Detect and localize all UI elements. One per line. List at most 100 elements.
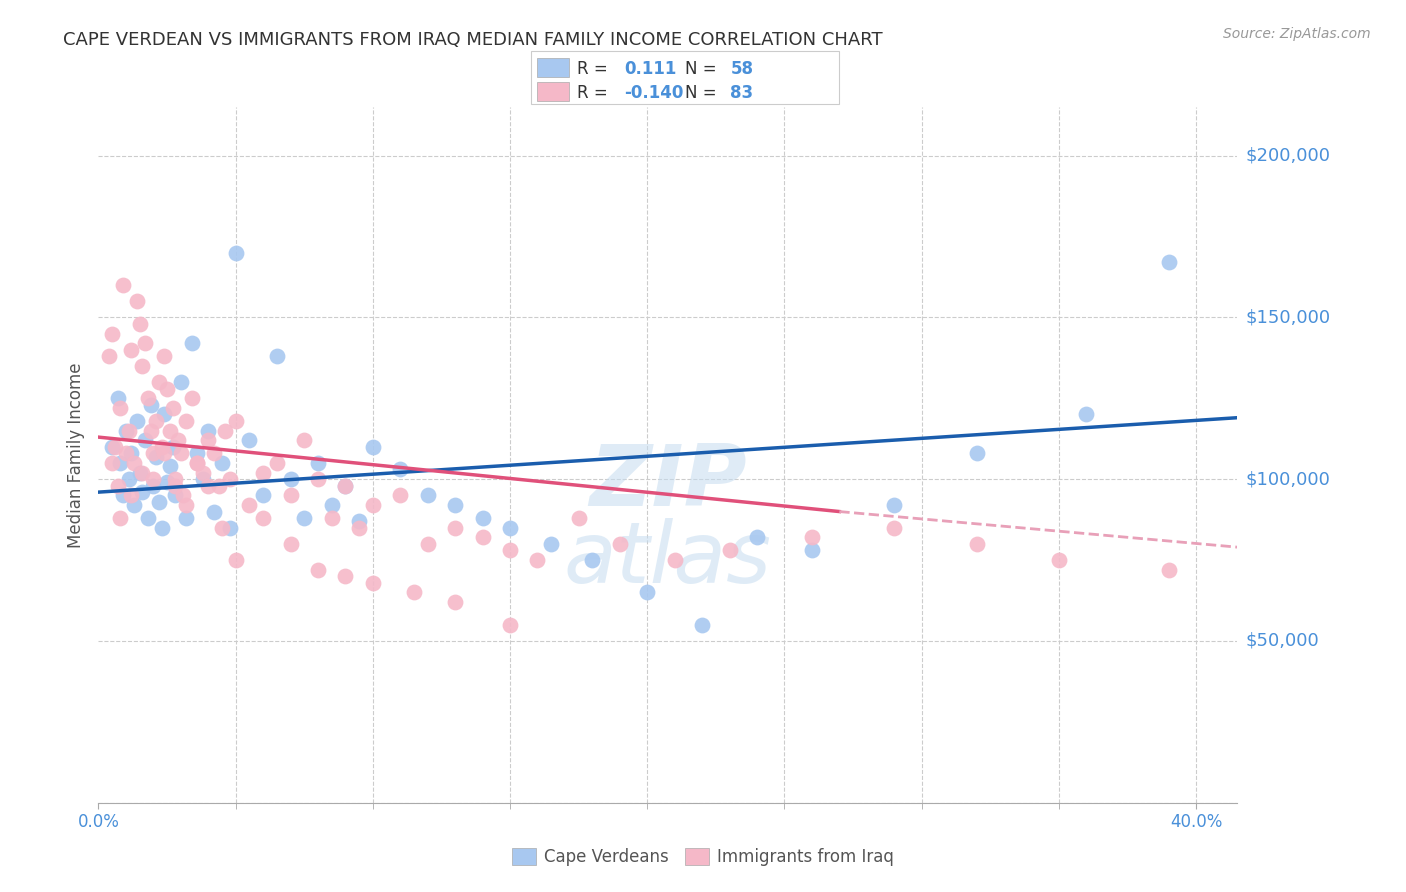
Text: $50,000: $50,000 [1246, 632, 1319, 650]
FancyBboxPatch shape [537, 82, 569, 102]
Point [156, 382, 179, 396]
Point [389, 488, 412, 502]
Point [134, 434, 156, 448]
Point [471, 531, 494, 545]
Text: 58: 58 [731, 60, 754, 78]
Point [238, 498, 260, 512]
Point [718, 543, 741, 558]
Point [120, 488, 142, 502]
Point [609, 537, 631, 551]
Point [252, 488, 274, 502]
Point [568, 511, 591, 525]
Point [321, 498, 343, 512]
Point [170, 446, 193, 460]
Point [142, 446, 165, 460]
Point [444, 595, 467, 609]
Point [225, 553, 247, 567]
Point [335, 569, 357, 583]
Point [120, 343, 142, 357]
Point [219, 521, 242, 535]
Point [321, 511, 343, 525]
Text: 83: 83 [731, 84, 754, 102]
Point [180, 336, 202, 351]
Point [125, 294, 148, 309]
Point [122, 498, 145, 512]
Point [883, 498, 905, 512]
Point [110, 511, 132, 525]
Point [174, 511, 197, 525]
Point [307, 472, 329, 486]
Point [110, 401, 132, 415]
Point [800, 531, 823, 545]
Point [197, 424, 219, 438]
Point [361, 440, 384, 454]
Point [266, 456, 288, 470]
Point [307, 456, 329, 470]
Point [145, 450, 167, 464]
Point [131, 359, 153, 373]
Point [361, 575, 384, 590]
Point [197, 434, 219, 448]
Point [112, 488, 135, 502]
Point [444, 498, 467, 512]
Point [150, 440, 173, 454]
Point [107, 392, 129, 406]
Point [156, 475, 179, 490]
Point [148, 495, 170, 509]
Y-axis label: Median Family Income: Median Family Income [66, 362, 84, 548]
Point [153, 349, 176, 363]
Point [136, 392, 159, 406]
Text: ZIP: ZIP [589, 442, 747, 524]
Point [159, 459, 181, 474]
Point [347, 514, 370, 528]
Point [115, 446, 138, 460]
Point [165, 478, 187, 492]
Point [1157, 563, 1180, 577]
Point [122, 456, 145, 470]
Point [136, 511, 159, 525]
Point [202, 446, 225, 460]
Point [307, 563, 329, 577]
Point [153, 408, 176, 422]
Point [416, 488, 439, 502]
Point [664, 553, 686, 567]
Point [402, 585, 425, 599]
Point [142, 472, 165, 486]
Legend: Cape Verdeans, Immigrants from Iraq: Cape Verdeans, Immigrants from Iraq [506, 841, 900, 873]
Point [174, 414, 197, 428]
Point [214, 424, 236, 438]
Point [581, 553, 603, 567]
Point [167, 434, 190, 448]
Point [745, 531, 768, 545]
Point [112, 278, 135, 293]
Point [416, 537, 439, 551]
Text: CAPE VERDEAN VS IMMIGRANTS FROM IRAQ MEDIAN FAMILY INCOME CORRELATION CHART: CAPE VERDEAN VS IMMIGRANTS FROM IRAQ MED… [63, 31, 883, 49]
Text: Source: ZipAtlas.com: Source: ZipAtlas.com [1223, 27, 1371, 41]
Point [252, 466, 274, 480]
Point [1157, 255, 1180, 269]
Point [107, 478, 129, 492]
Point [142, 478, 165, 492]
Point [444, 521, 467, 535]
Point [191, 466, 214, 480]
Point [197, 478, 219, 492]
Point [1047, 553, 1070, 567]
Point [335, 478, 357, 492]
Point [292, 511, 315, 525]
Point [280, 488, 302, 502]
Point [883, 521, 905, 535]
Point [174, 498, 197, 512]
Point [180, 392, 202, 406]
Point [162, 440, 184, 454]
Point [115, 424, 138, 438]
Point [139, 398, 162, 412]
Point [128, 317, 150, 331]
Point [165, 488, 187, 502]
Point [104, 440, 127, 454]
Point [134, 336, 156, 351]
Point [150, 521, 173, 535]
Point [225, 414, 247, 428]
Point [101, 456, 124, 470]
Point [153, 446, 176, 460]
Point [139, 424, 162, 438]
